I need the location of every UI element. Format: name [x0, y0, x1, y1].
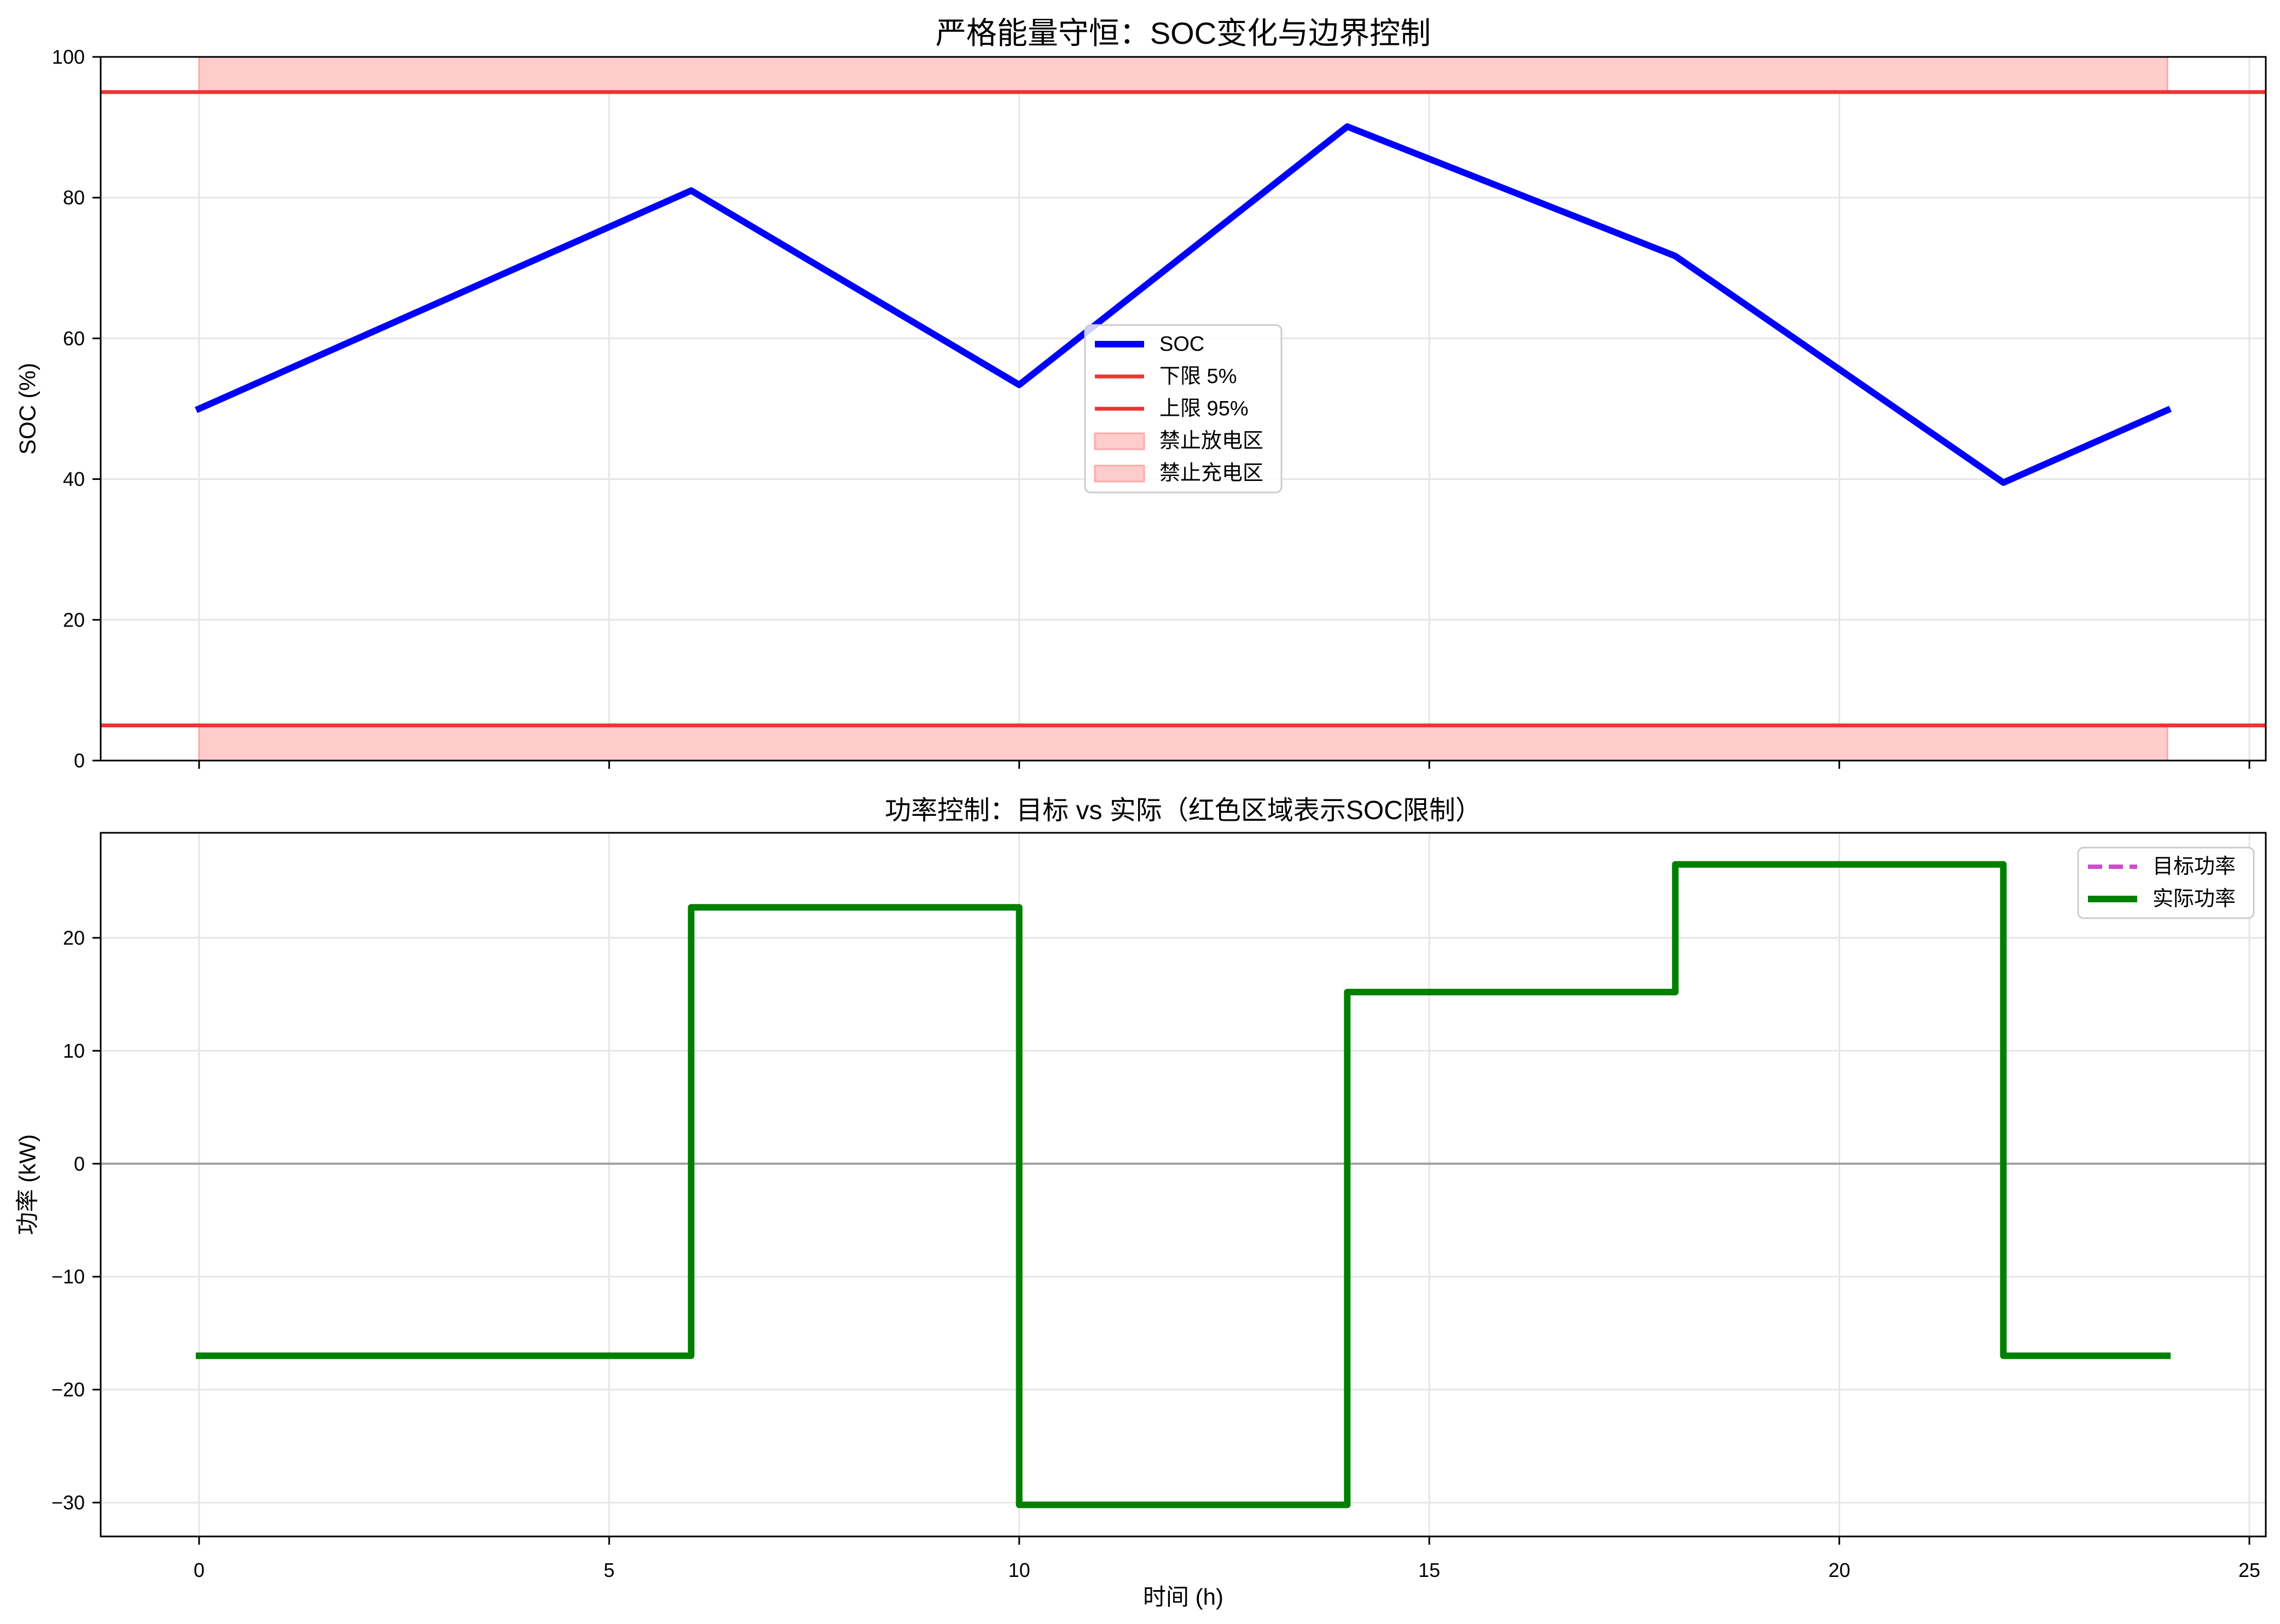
- power-panel-xtick-label: 15: [1418, 1559, 1440, 1581]
- soc-panel-ytick-label: 20: [63, 608, 85, 631]
- soc-panel-band-1: [198, 56, 2168, 93]
- power-panel-series-line-0: [199, 862, 2168, 1507]
- power-panel-ytick-label: −20: [51, 1378, 85, 1401]
- power-panel-ytick-label: 0: [74, 1152, 85, 1175]
- soc-panel-legend-label-1: 下限 5%: [1159, 365, 1237, 388]
- soc-panel-ytick-label: 0: [74, 750, 85, 772]
- power-panel-xtick-label: 5: [604, 1559, 614, 1581]
- soc-panel-title: 严格能量守恒：SOC变化与边界控制: [936, 16, 1431, 50]
- soc-panel-legend-handle-3: [1094, 432, 1145, 450]
- soc-panel-band-0: [198, 724, 2168, 762]
- power-panel-xtick-label: 0: [194, 1559, 205, 1581]
- power-panel-legend-label-1: 实际功率: [2153, 888, 2236, 910]
- soc-panel-legend-handle-4: [1094, 465, 1145, 483]
- power-panel-xtick-label: 25: [2238, 1559, 2260, 1581]
- soc-panel-ytick-label: 60: [63, 327, 85, 350]
- power-panel-legend-label-0: 目标功率: [2153, 855, 2236, 878]
- power-panel: 0 5 10 15 20 25 −30 −20 −10 0 10 20 功率控制：目标 vs 实际（红色…: [15, 796, 2267, 1610]
- power-panel-ytick-label: 20: [63, 926, 85, 949]
- power-panel-axes-frame: [100, 832, 2267, 1538]
- soc-panel-legend-label-3: 禁止放电区: [1159, 430, 1263, 453]
- power-panel-xtick-label: 10: [1008, 1559, 1030, 1581]
- soc-panel-legend-label-4: 禁止充电区: [1159, 462, 1263, 485]
- power-panel-series-line-1: [195, 861, 2171, 1509]
- power-panel-ytick-label: −10: [51, 1266, 85, 1288]
- power-panel-xtick-label: 20: [1829, 1559, 1850, 1581]
- soc-panel-ylabel: SOC (%): [15, 363, 40, 455]
- power-panel-ytick-label: 10: [63, 1040, 85, 1062]
- power-panel-xlabel: 时间 (h): [1143, 1584, 1223, 1610]
- soc-panel: 0 20 40 60 80 100 严格能量守恒：SOC变化与边界控制 SOC (%) SOC 下…: [15, 16, 2267, 772]
- soc-panel-ytick-label: 80: [63, 187, 85, 209]
- soc-panel-legend-label-0: SOC: [1159, 333, 1204, 356]
- soc-panel-series-line-0: [194, 123, 2172, 486]
- soc-panel-axes-frame: [100, 56, 2267, 762]
- power-panel-title: 功率控制：目标 vs 实际（红色区域表示SOC限制）: [885, 796, 1482, 825]
- power-panel-ytick-label: −30: [51, 1492, 85, 1514]
- power-panel-ylabel: 功率 (kW): [15, 1134, 40, 1235]
- soc-panel-legend-label-2: 上限 95%: [1159, 397, 1249, 420]
- soc-panel-ytick-label: 40: [63, 468, 85, 490]
- soc-panel-ytick-label: 100: [52, 46, 85, 68]
- soc-panel-legend-frame: [1084, 324, 1283, 494]
